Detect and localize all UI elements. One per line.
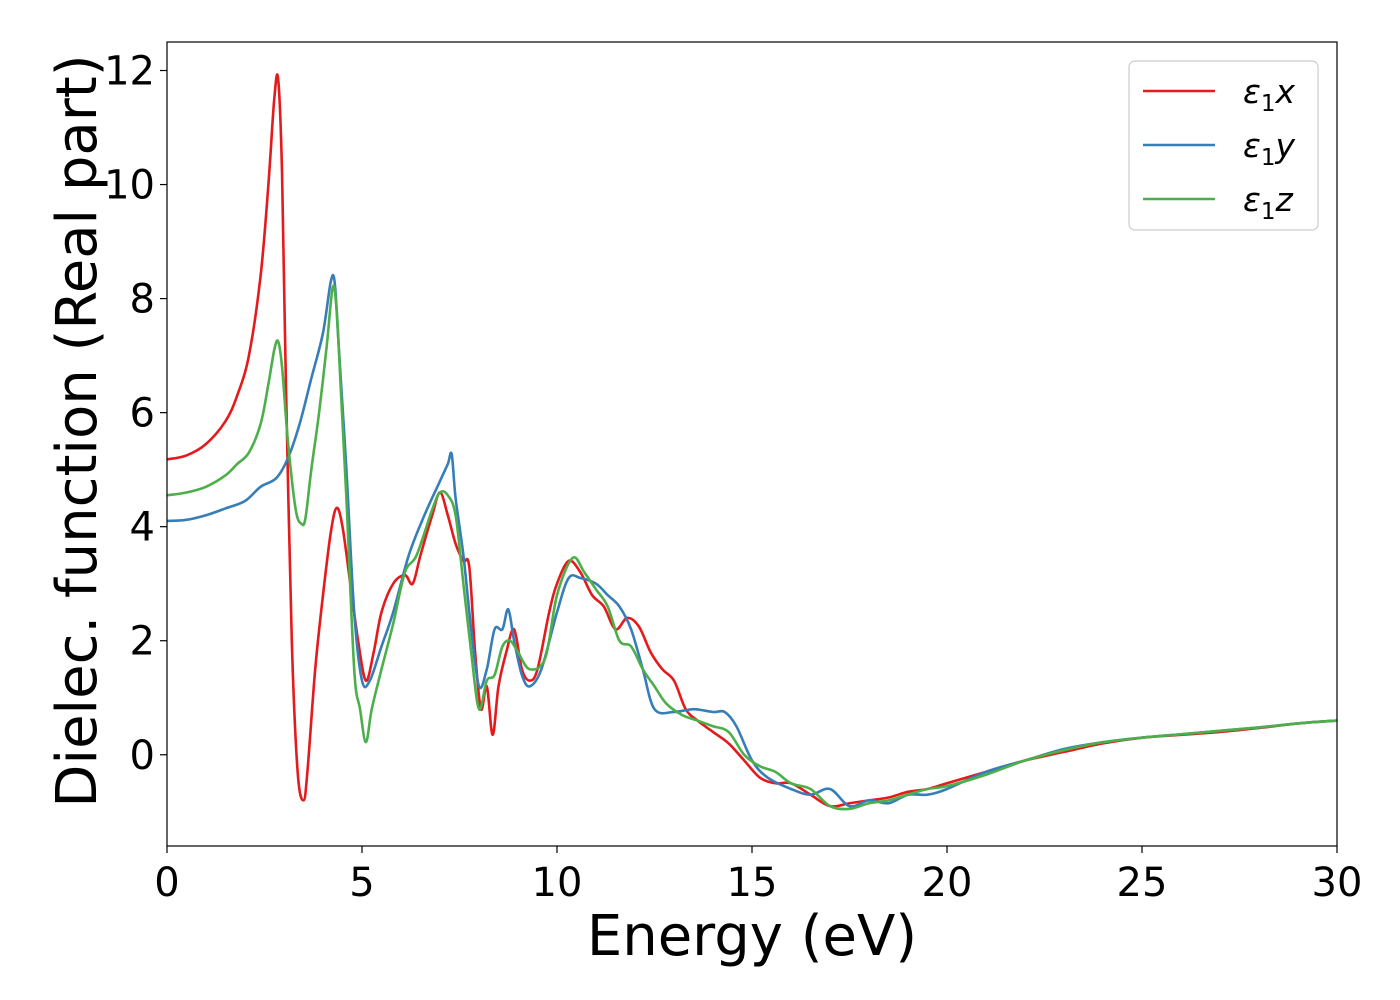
y-tick-label: 6	[130, 391, 155, 437]
legend-box	[1128, 60, 1319, 231]
x-tick-label: 20	[922, 860, 973, 906]
y-tick-label: 2	[130, 619, 155, 665]
x-tick-label: 30	[1312, 860, 1363, 906]
series-line-z	[167, 284, 1337, 811]
legend: ε1x ε1y ε1z	[1128, 60, 1319, 231]
x-tick-label: 5	[349, 860, 374, 906]
legend-label: ε1x	[1243, 72, 1295, 117]
x-tick-label: 15	[727, 860, 778, 906]
legend-item-y: ε1y	[1143, 126, 1295, 171]
series-lines	[167, 73, 1337, 811]
y-tick-label: 10	[104, 163, 155, 209]
x-tick-label: 25	[1117, 860, 1168, 906]
x-tick-label: 10	[532, 860, 583, 906]
y-tick-label: 12	[104, 49, 155, 95]
y-axis-label: Dielec. function (Real part)	[45, 54, 110, 807]
y-tick-label: 8	[130, 277, 155, 323]
x-axis-label: Energy (eV)	[587, 904, 917, 969]
y-tick-label: 4	[130, 505, 155, 551]
y-tick-label: 0	[130, 733, 155, 779]
legend-label: ε1y	[1243, 126, 1295, 171]
legend-item-x: ε1x	[1143, 72, 1295, 117]
legend-label: ε1z	[1243, 180, 1293, 225]
x-tick-label: 0	[154, 860, 179, 906]
axis-ticks: 0 5 10 15 20 25 30 0 2 4 6 8 10 12	[104, 49, 1362, 906]
legend-item-z: ε1z	[1143, 180, 1293, 225]
